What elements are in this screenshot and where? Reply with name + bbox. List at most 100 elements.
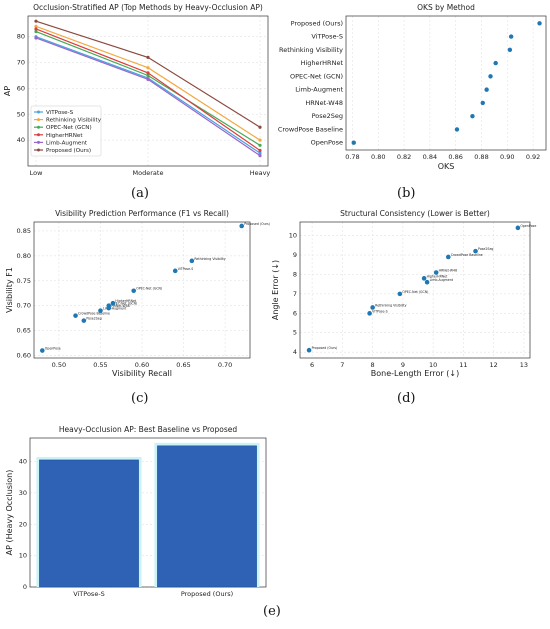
chart-d-xtick-0: 6 [310,361,314,369]
chart-e-bar-1 [157,445,257,588]
chart-a-point-4-2 [258,154,262,158]
chart-d-point-label-5: HigherHRNet [427,274,449,278]
chart-c-ytick-1: 0.65 [17,327,31,335]
chart-a-line-0 [35,36,261,154]
caption-e: (e) [263,604,281,619]
chart-b-point-5 [484,87,489,92]
chart-d-point-4 [424,279,430,285]
chart-b-xtick-1: 0.80 [371,153,385,161]
chart-b-xtick-0: 0.78 [345,153,359,161]
chart-a-point-3-2 [258,148,262,153]
chart-c-xtick-3: 0.65 [176,361,190,369]
chart-b-ytick-9: OpenPose [311,139,343,147]
chart-a-xtick-2: Heavy [250,169,271,177]
chart-d-xtick-3: 9 [401,361,405,369]
chart-e-ytick-0: 0 [23,583,27,591]
chart-b-ytick-1: ViTPose-S [311,33,343,41]
chart-a-point-5-2 [258,125,262,129]
chart-a-point-3-1 [146,71,150,75]
chart-a-ytick-0: 40 [17,136,25,144]
chart-b-xlabel: OKS [438,162,455,171]
chart-a-legend-label-4: Limb-Augment [46,140,88,146]
chart-c-point-label-4: HRNet-W48 [111,304,129,308]
chart-c-point-0 [40,348,45,353]
chart-d-point-label-8: Pose2Seg [478,247,493,251]
chart-a-legend-label-0: ViTPose-S [46,110,74,116]
chart-a-line-5 [35,20,261,128]
chart-a-point-4-0 [34,36,38,40]
chart-d-title: Structural Consistency (Lower is Better) [340,209,490,218]
chart-d-point-7 [445,254,451,260]
chart-a-point-1-0 [34,24,38,28]
chart-e-xtick-1: Proposed (Ours) [181,590,233,598]
chart-d-xtick-7: 13 [520,361,528,369]
chart-b-ytick-5: Limb-Augment [295,86,343,94]
chart-e-ytick-3: 30 [19,489,27,497]
chart-a-line-4 [35,37,261,157]
chart-a-point-5-0 [34,19,38,23]
caption-b: (b) [397,186,416,201]
chart-a-point-1-1 [146,66,150,70]
chart-a-point-2-1 [146,73,150,78]
chart-c-ytick-4: 0.80 [17,252,31,260]
chart-c-xtick-1: 0.55 [93,361,107,369]
chart-b-point-7 [470,113,475,119]
caption-c: (c) [131,391,149,406]
chart-e-bar-glow-0 [36,456,142,587]
chart-d-point-1 [367,311,372,316]
chart-e-ytick-1: 10 [19,552,27,560]
chart-b-point-2 [507,47,513,53]
chart-c-point-7 [131,288,136,294]
chart-a-legend-marker-3 [37,133,40,137]
chart-a-ytick-2: 60 [17,84,25,92]
chart-d-xtick-2: 8 [371,361,375,369]
chart-d-xtick-4: 10 [429,361,437,369]
chart-b-xtick-3: 0.84 [423,153,437,161]
chart-b-title: OKS by Method [417,3,475,12]
chart-e-title: Heavy-Occlusion AP: Best Baseline vs Pro… [59,425,237,434]
chart-d-point-label-0: Proposed (Ours) [312,346,338,350]
chart-b-xtick-7: 0.92 [526,153,540,161]
chart-a-line-1 [35,25,261,141]
chart-a-point-3-0 [34,27,38,31]
chart-c-title: Visibility Prediction Performance (F1 vs… [55,209,229,218]
chart-a-legend-marker-0 [37,110,40,114]
chart-e-xtick-0: ViTPose-S [73,590,105,598]
chart-b-xtick-6: 0.90 [500,153,514,161]
chart-d-xtick-6: 12 [490,361,498,369]
chart-b-ytick-7: Pose2Seg [312,112,343,120]
chart-d-point-2 [370,305,375,310]
chart-d-ytick-4: 8 [293,270,297,278]
chart-a-frame [27,15,269,167]
chart-c-point-label-7: OPEC-Net (GCN) [136,287,162,291]
chart-c-point-9 [189,258,195,264]
chart-c-point-5 [106,303,112,308]
chart-a-ylabel: AP [3,86,12,96]
chart-c-xtick-2: 0.60 [135,361,149,369]
chart-a-point-2-0 [34,29,38,34]
chart-c-point-label-8: ViTPose-S [178,267,194,271]
chart-d-ytick-5: 9 [293,251,297,259]
chart-a-legend-marker-5 [37,148,40,152]
chart-c-point-8 [172,268,178,274]
chart-d-point-label-4: Limb-Augment [430,278,454,282]
chart-c-point-label-6: HigherHRNet [115,299,137,303]
chart-a-point-0-0 [34,35,38,39]
chart-e-frame [29,437,267,588]
chart-c-point-6 [110,300,116,306]
chart-d-point-label-2: Rethinking Visibility [375,303,406,307]
chart-c-ytick-3: 0.75 [17,277,31,285]
chart-b-ytick-0: Proposed (Ours) [291,19,343,27]
chart-c-point-label-9: Rethinking Visibility [194,257,225,261]
chart-c-point-label-5: OPEC-Net (GCN) [111,302,137,306]
chart-a-ytick-3: 70 [17,59,25,67]
chart-e-ytick-2: 20 [19,520,27,528]
chart-a-line-3 [35,28,261,151]
chart-d-ytick-2: 6 [293,309,297,317]
chart-a-title: Occlusion-Stratified AP (Top Methods by … [33,3,263,12]
chart-c-point-label-10: Proposed (Ours) [244,222,270,226]
chart-d-point-label-1: ViTPose-S [372,309,388,313]
chart-d-xtick-5: 11 [459,361,467,369]
chart-c-ylabel: Visibility F1 [5,267,14,313]
